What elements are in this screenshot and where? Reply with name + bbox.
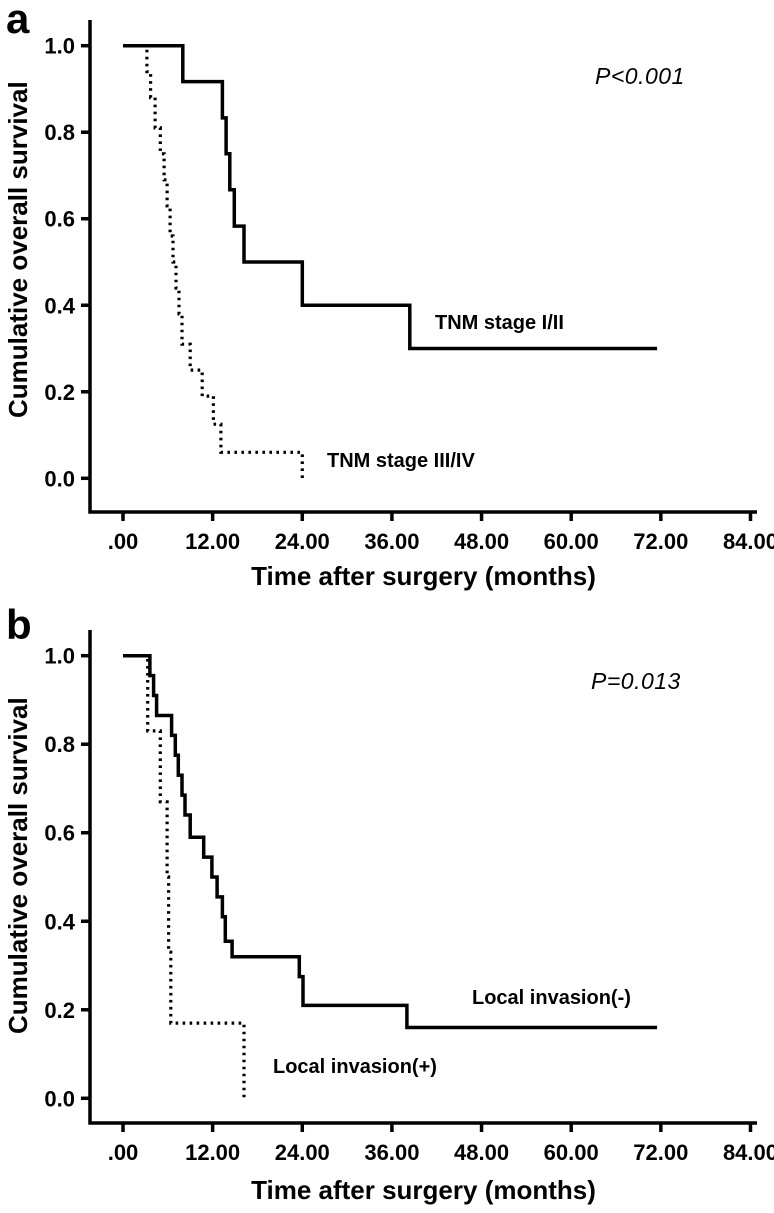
y-tick-label: 0.2 — [44, 998, 75, 1023]
y-tick-label: 1.0 — [44, 644, 75, 669]
x-tick-label: 36.00 — [364, 1140, 419, 1165]
km-plot-b: 1.0 0.8 0.6 0.4 0.2 0.0 .00 12.00 24.00 36.00 48.0… — [44, 630, 774, 1165]
axis-frame — [88, 630, 757, 1125]
x-axis-title-a: Time after surgery (months) — [251, 561, 596, 591]
km-curve-solid — [123, 43, 658, 351]
x-tick-label: 36.00 — [364, 529, 419, 554]
x-tick-label: 12.00 — [185, 529, 240, 554]
y-tick-label: 0.0 — [44, 1086, 75, 1111]
p-value-annotation-a: P<0.001 — [595, 63, 685, 89]
curve-label-invasion-neg: Local invasion(-) — [472, 987, 631, 1009]
y-axis-title-b: Cumulative overall survival — [3, 697, 33, 1034]
curve-label-tnm-3-4: TNM stage III/IV — [327, 450, 475, 472]
y-tick-label: 0.6 — [44, 821, 75, 846]
y-tick-label: 1.0 — [44, 34, 75, 59]
x-tick-label: 60.00 — [544, 1140, 599, 1165]
axis-frame — [88, 20, 757, 514]
y-tick-label: 0.2 — [44, 380, 75, 405]
x-tick-label: 84.00 — [723, 1140, 774, 1165]
km-curve-dotted — [123, 654, 246, 1099]
km-curve-solid — [123, 653, 658, 1030]
x-tick-label: 60.00 — [544, 529, 599, 554]
y-tick-label: 0.4 — [44, 293, 75, 318]
x-tick-label: 48.00 — [454, 529, 509, 554]
panel-letter-a: a — [6, 0, 30, 42]
y-tick-label: 0.4 — [44, 909, 75, 934]
x-tick-label: 48.00 — [454, 1140, 509, 1165]
curve-label-tnm-1-2: TNM stage I/II — [435, 312, 564, 334]
y-tick-label: 0.6 — [44, 207, 75, 232]
x-tick-label: 84.00 — [723, 529, 774, 554]
x-tick-label: .00 — [108, 529, 139, 554]
x-tick-label: .00 — [108, 1140, 139, 1165]
y-tick-label: 0.8 — [44, 732, 75, 757]
panel-letter-b: b — [6, 601, 32, 648]
x-tick-label: 72.00 — [633, 1140, 688, 1165]
x-tick-label: 24.00 — [275, 529, 330, 554]
p-value-annotation-b: P=0.013 — [591, 668, 681, 694]
x-tick-label: 12.00 — [185, 1140, 240, 1165]
x-axis-title-b: Time after surgery (months) — [251, 1175, 596, 1205]
km-plot-a: 1.0 0.8 0.6 0.4 0.2 0.0 .00 12.00 24.00 36.00 48.0… — [44, 20, 774, 554]
panel-b: 1.0 0.8 0.6 0.4 0.2 0.0 .00 12.00 24.00 36.00 48.0… — [0, 601, 774, 1213]
y-tick-label: 0.0 — [44, 466, 75, 491]
x-tick-label: 24.00 — [275, 1140, 330, 1165]
km-curve-dotted — [123, 44, 304, 479]
panel-a: 1.0 0.8 0.6 0.4 0.2 0.0 .00 12.00 24.00 36.00 48.0… — [0, 0, 774, 606]
y-tick-label: 0.8 — [44, 120, 75, 145]
curve-label-invasion-pos: Local invasion(+) — [273, 1056, 437, 1078]
x-tick-label: 72.00 — [633, 529, 688, 554]
y-axis-title-a: Cumulative overall survival — [3, 81, 33, 418]
